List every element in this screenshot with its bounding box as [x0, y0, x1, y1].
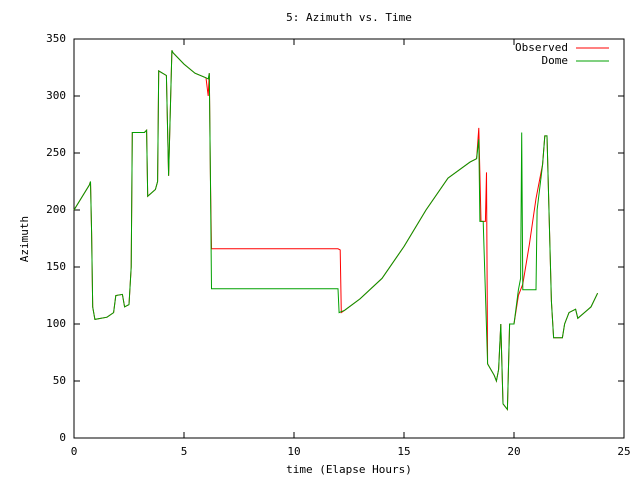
x-tick-label: 25	[617, 445, 630, 458]
chart-title: 5: Azimuth vs. Time	[286, 11, 412, 24]
x-tick-label: 10	[287, 445, 300, 458]
y-tick-label: 50	[53, 374, 66, 387]
y-axis-label: Azimuth	[18, 216, 31, 262]
y-tick-label: 250	[46, 146, 66, 159]
data-line	[73, 50, 599, 411]
y-tick-label: 300	[46, 89, 66, 102]
y-tick-label: 0	[59, 431, 66, 444]
y-tick-label: 200	[46, 203, 66, 216]
y-tick-label: 100	[46, 317, 66, 330]
x-tick-label: 0	[71, 445, 78, 458]
plot-frame	[73, 38, 625, 439]
x-tick-label: 20	[507, 445, 520, 458]
x-tick-label: 5	[181, 445, 188, 458]
y-tick-label: 150	[46, 260, 66, 273]
legend-label: Dome	[542, 54, 569, 67]
data-line	[73, 50, 599, 411]
legend-label: Observed	[515, 41, 568, 54]
x-axis-label: time (Elapse Hours)	[286, 463, 412, 476]
y-tick-label: 350	[46, 32, 66, 45]
x-tick-label: 15	[397, 445, 410, 458]
